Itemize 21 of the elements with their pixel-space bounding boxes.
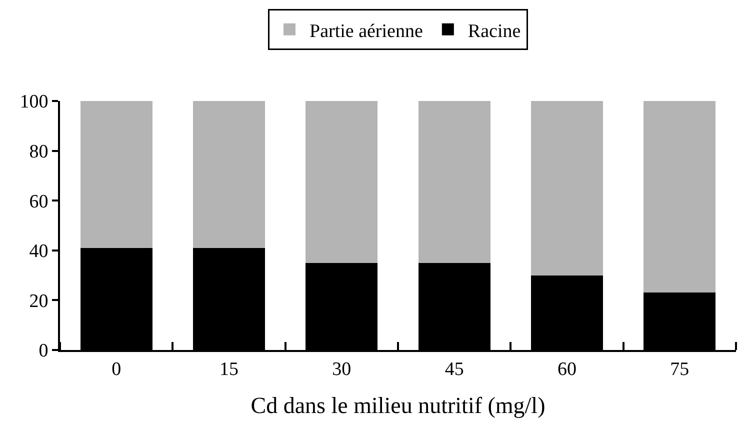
bar	[306, 101, 378, 263]
y-tick-label: 100	[20, 92, 48, 113]
bar	[530, 101, 604, 276]
y-tick-label: 60	[29, 191, 48, 212]
x-tick-label: 15	[220, 358, 238, 380]
bar	[80, 101, 152, 248]
x-tick-label: 30	[332, 358, 352, 380]
legend-label: Racine	[468, 20, 521, 42]
x-tick-label: 0	[112, 358, 122, 380]
x-tick-label: 45	[444, 358, 464, 380]
y-tick-label: 80	[29, 141, 48, 162]
y-tick-label: 20	[29, 290, 48, 312]
bar	[192, 101, 266, 248]
x-tick-label: 60	[558, 358, 576, 380]
x-axis-title: Cd dans le milieu nutritif (mg/l)	[250, 392, 546, 418]
y-tick-label: 40	[29, 241, 48, 262]
y-tick-label: 0	[38, 340, 48, 362]
bar	[644, 101, 716, 293]
bar	[418, 101, 490, 263]
x-tick-label: 75	[670, 358, 690, 380]
legend-label: Partie aérienne	[310, 20, 423, 42]
